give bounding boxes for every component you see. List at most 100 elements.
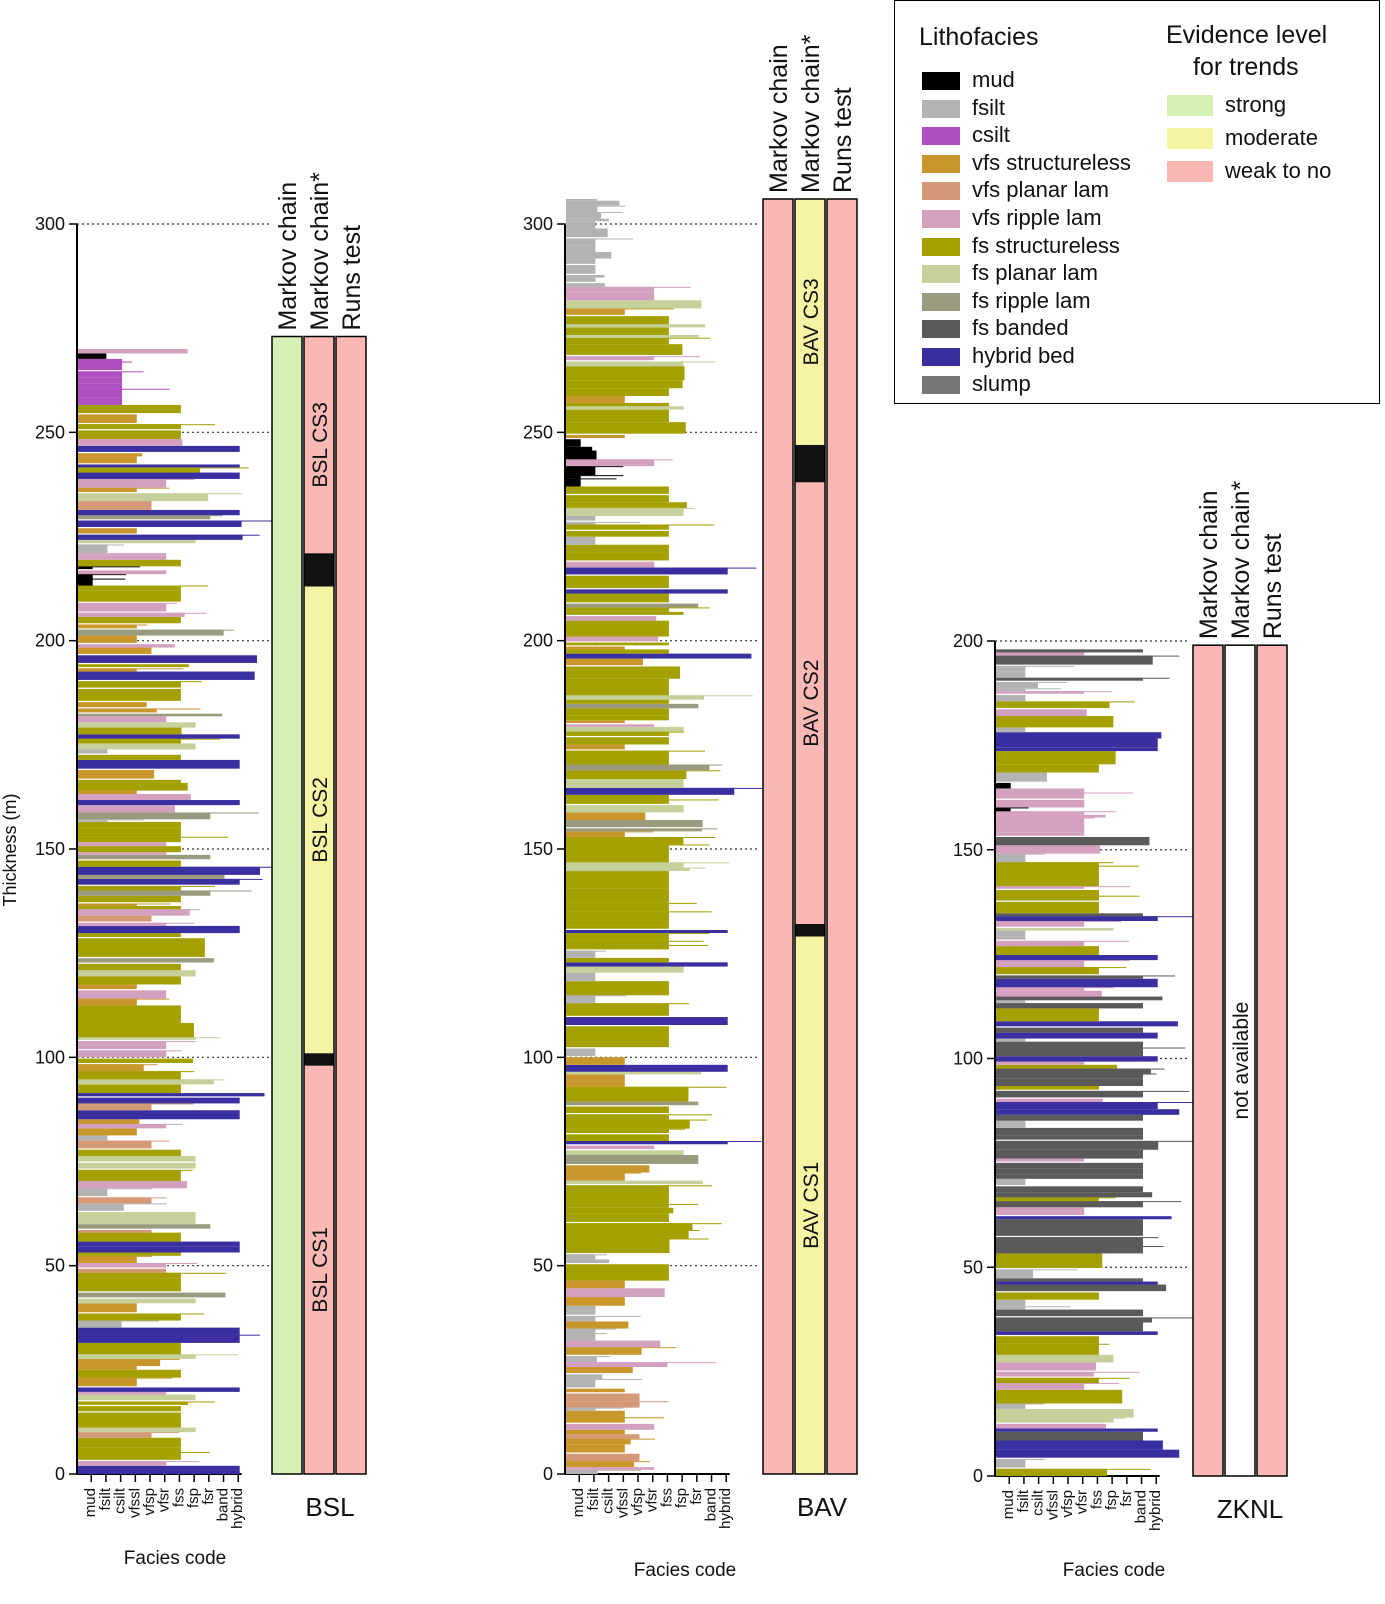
bed (78, 925, 240, 934)
bed-extension (996, 1140, 1204, 1142)
bed (996, 853, 1026, 863)
bed (996, 1458, 1026, 1468)
bed-extension (566, 844, 710, 846)
bed (566, 726, 684, 732)
evidence-swatch (1167, 128, 1213, 149)
bed-extension (996, 886, 1130, 888)
bed (78, 1366, 137, 1370)
bed-extension (566, 466, 624, 468)
test-header: Markov chain* (1227, 481, 1255, 640)
bed (996, 916, 1158, 922)
segment-label: not available (1230, 1002, 1253, 1120)
bed (996, 1299, 1026, 1307)
bed (78, 749, 108, 754)
bed (78, 501, 152, 510)
bed (78, 866, 260, 875)
bed (566, 1106, 669, 1114)
bed (78, 1050, 167, 1058)
bed (566, 356, 655, 361)
bed-extension (78, 668, 184, 670)
bed (566, 794, 669, 800)
bed (566, 300, 702, 309)
bed (566, 699, 669, 704)
bed (566, 575, 669, 582)
bed (566, 1150, 684, 1155)
bed (996, 1362, 1097, 1371)
bed (566, 1074, 625, 1082)
trend-column-outline (1224, 644, 1256, 1477)
bed (996, 1090, 1143, 1098)
y-tick-label: 200 (523, 631, 553, 651)
bed (566, 561, 655, 568)
bed (78, 998, 137, 1006)
bed (996, 901, 1099, 914)
bed (78, 821, 181, 829)
bed (996, 1032, 1158, 1039)
bed (78, 1246, 240, 1253)
bed (566, 1128, 669, 1134)
bed (78, 1188, 108, 1197)
bed (566, 593, 669, 603)
bed (996, 1078, 1143, 1086)
bed (78, 976, 181, 985)
x-axis-title: Facies code (124, 1548, 226, 1569)
bed (78, 1255, 137, 1263)
bed (566, 750, 669, 765)
bed (996, 807, 1011, 812)
bed (566, 1444, 625, 1453)
bed-extension (566, 770, 721, 772)
trend-segment-weak-to-no (304, 336, 334, 554)
bed-extension (78, 612, 207, 614)
bed (78, 727, 182, 735)
bed (78, 1229, 152, 1233)
segment-label: BSL CS1 (309, 1227, 332, 1313)
bed-extension (566, 286, 691, 288)
legend-swatch (922, 210, 960, 228)
evidence-legend-title: Evidence level (1166, 21, 1328, 49)
bed (78, 1093, 265, 1097)
bed (566, 1180, 703, 1185)
bed (78, 782, 188, 791)
bed (996, 1192, 1153, 1198)
bed-extension (996, 975, 1176, 977)
y-tick-label: 150 (953, 840, 983, 860)
bed (996, 946, 1099, 956)
bed (78, 624, 137, 629)
bed (566, 1114, 669, 1120)
bed-extension (566, 1378, 642, 1380)
legend-swatch (922, 265, 960, 284)
bed (996, 1008, 1099, 1022)
bed (566, 1362, 668, 1368)
bed (566, 409, 669, 423)
legend-label: hybrid bed (972, 343, 1075, 368)
bed-extension (78, 909, 200, 911)
bed (78, 1097, 240, 1104)
bed-extension (996, 1068, 1165, 1070)
bed (78, 743, 196, 750)
bed-extension (566, 1128, 685, 1130)
legend-label: vfs planar lam (972, 177, 1109, 203)
bed (566, 603, 699, 608)
bed-extension (566, 995, 626, 997)
bed (996, 782, 1011, 789)
bed (78, 1303, 137, 1313)
bed (78, 361, 123, 371)
evidence-swatch (1167, 95, 1213, 116)
bed-extension (566, 695, 753, 697)
bed (566, 1378, 596, 1388)
bed-extension (566, 205, 626, 207)
bed (78, 819, 108, 822)
bed-extension (996, 1197, 1116, 1199)
bed-extension (996, 817, 1095, 819)
bed (566, 1017, 728, 1025)
bed (996, 1336, 1099, 1344)
bed-extension (78, 866, 297, 868)
bed (996, 865, 1099, 887)
trend-segment-boundary (304, 553, 334, 587)
bed (566, 1407, 596, 1411)
bed-extension (566, 1417, 664, 1419)
bed (78, 377, 123, 384)
bed-extension (78, 534, 260, 536)
bed (566, 620, 669, 637)
